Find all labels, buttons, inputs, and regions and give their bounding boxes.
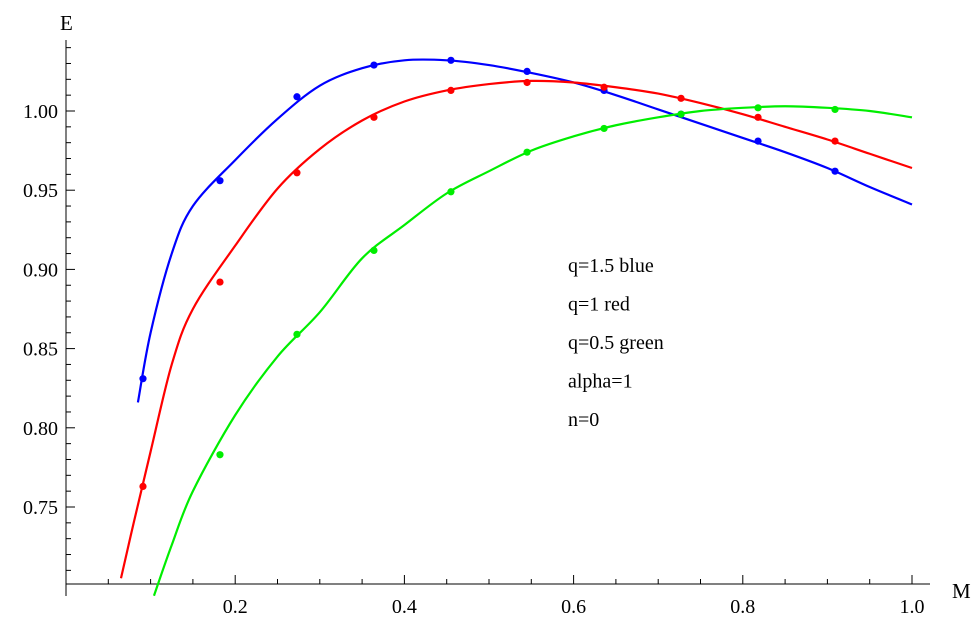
data-point (447, 56, 455, 64)
data-point (370, 61, 378, 69)
y-tick-label: 0.80 (23, 418, 58, 440)
data-point (600, 83, 608, 91)
annotation-line: n=0 (568, 409, 599, 431)
annotation-line: q=0.5 green (568, 332, 664, 354)
axes: 0.2 0.4 0.6 0.8 1.0 0.75 0.80 0.85 0.90 0.95 1.00 E… (23, 11, 971, 618)
series-layer (119, 56, 913, 597)
x-tick-label: 0.4 (392, 596, 417, 618)
series-line (136, 58, 913, 403)
annotation-line: alpha=1 (568, 371, 633, 393)
y-tick-label: 0.85 (23, 339, 58, 361)
data-point (831, 167, 839, 175)
x-axis-label: M (952, 579, 971, 603)
data-point (600, 124, 608, 133)
data-point (216, 177, 224, 185)
data-point (139, 482, 147, 491)
data-point (677, 94, 685, 102)
series-0 (136, 56, 913, 403)
data-point (447, 86, 455, 95)
x-tick-label: 1.0 (900, 596, 925, 618)
data-point (677, 110, 685, 118)
data-point (754, 104, 762, 112)
annotation-line: q=1.5 blue (568, 255, 654, 277)
data-point (447, 188, 455, 196)
y-tick-label: 0.75 (23, 497, 58, 519)
data-point (370, 113, 378, 121)
x-tick-label: 0.8 (730, 596, 755, 618)
data-point (523, 67, 531, 75)
y-tick-label: 1.00 (23, 101, 58, 123)
annotation-line: q=1 red (568, 294, 630, 316)
series-line (152, 105, 913, 597)
data-point (370, 246, 378, 254)
y-axis-label: E (60, 11, 73, 35)
data-point (216, 451, 224, 459)
series-1 (119, 78, 913, 579)
data-point (293, 330, 301, 338)
x-tick-label: 0.6 (561, 596, 586, 618)
x-tick-label: 0.2 (223, 596, 248, 618)
data-point (216, 278, 224, 286)
data-point (523, 148, 531, 156)
data-point (523, 78, 531, 87)
data-point (293, 169, 301, 177)
series-2 (152, 104, 913, 597)
data-point (754, 137, 762, 145)
y-tick-label: 0.95 (23, 180, 58, 202)
data-point (754, 113, 762, 121)
annotation-block: q=1.5 blue q=1 red q=0.5 green alpha=1 n=0 (568, 255, 664, 431)
data-point (831, 105, 839, 114)
data-point (831, 137, 839, 145)
data-point (139, 375, 147, 383)
data-point (293, 93, 301, 101)
y-tick-label: 0.90 (23, 259, 58, 281)
